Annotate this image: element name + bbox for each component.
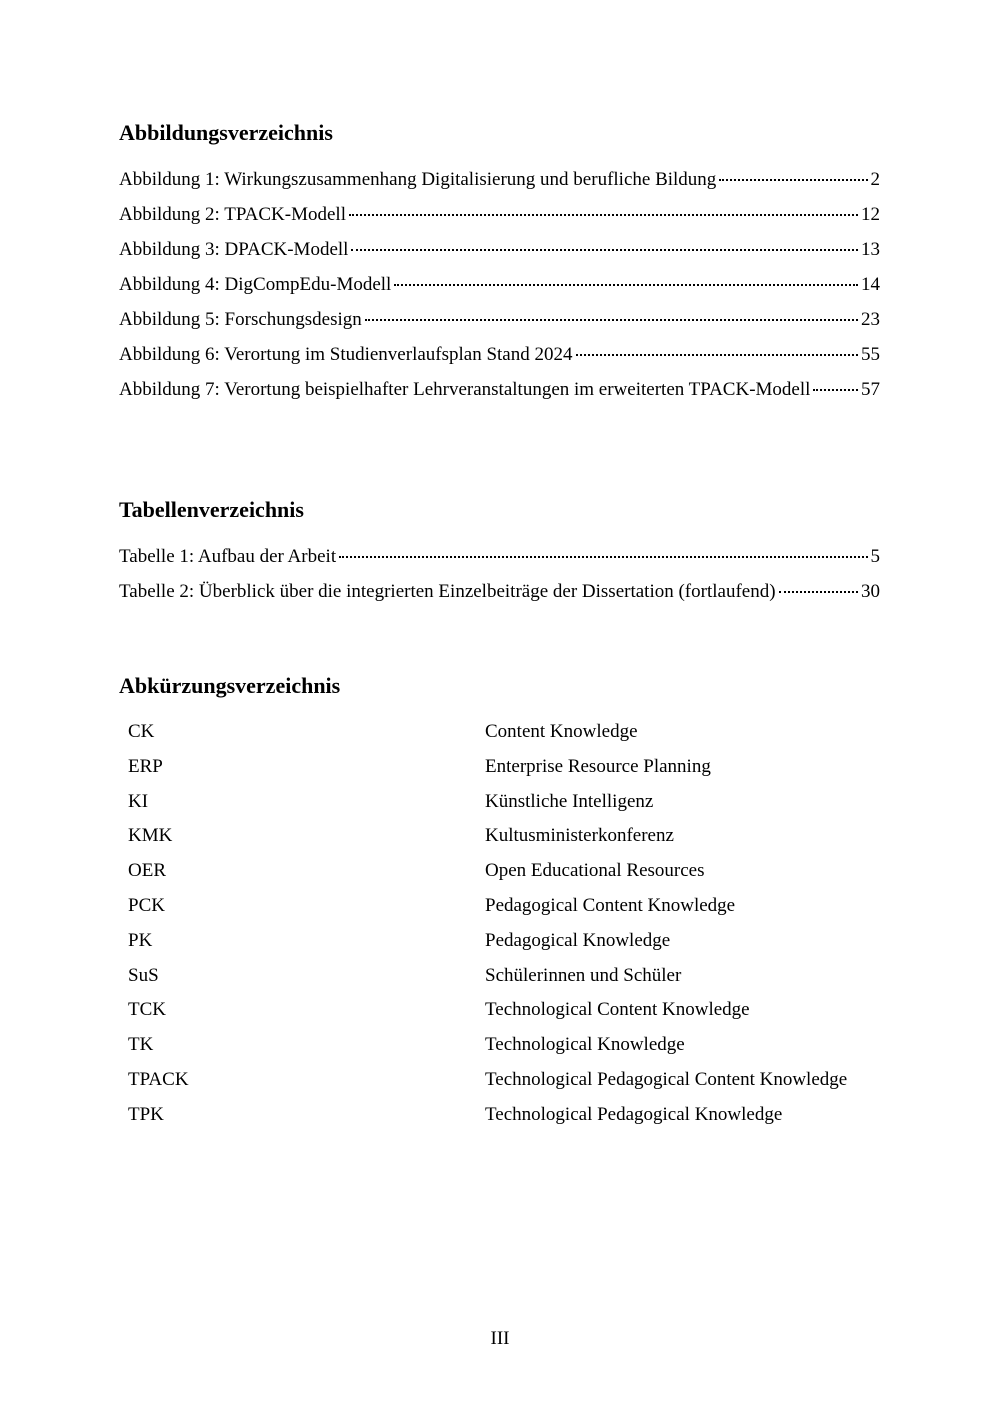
section-title: Tabellenverzeichnis — [119, 497, 304, 522]
entry-tail: 55 — [573, 337, 880, 372]
entry-tail: 2 — [716, 162, 880, 197]
abbreviation-row: KMK Kultusministerkonferenz — [119, 819, 880, 854]
abbreviation-row: PK Pedagogical Knowledge — [119, 924, 880, 959]
entry-label: Abbildung 3: DPACK-Modell — [119, 239, 349, 260]
dot-leader — [719, 179, 868, 181]
toc-entry: Abbildung 1: Wirkungszusammenhang Digita… — [119, 162, 880, 197]
abbreviation-row: KI Künstliche Intelligenz — [119, 785, 880, 820]
entry-page: 12 — [861, 204, 880, 225]
abbreviation-row: TPK Technological Pedagogical Knowledge — [119, 1098, 880, 1133]
abbreviation: KI — [128, 790, 149, 812]
abbreviation-row: TPACK Technological Pedagogical Content K… — [119, 1063, 880, 1098]
dot-leader — [351, 249, 858, 251]
abbreviation-meaning: Schülerinnen und Schüler — [485, 964, 682, 986]
dot-leader — [813, 389, 858, 391]
abbreviations-section: Abkürzungsverzeichnis CK Content Knowledg… — [119, 671, 880, 1133]
abbreviation-row: SuS Schülerinnen und Schüler — [119, 959, 880, 994]
entry-label: Abbildung 2: TPACK-Modell — [119, 204, 346, 225]
tables-section: Tabellenverzeichnis Tabelle 1: Aufbau de… — [119, 495, 880, 609]
entry-page: 30 — [861, 581, 880, 602]
abbreviation-row: TK Technological Knowledge — [119, 1028, 880, 1063]
entry-page: 13 — [861, 239, 880, 260]
entry-tail: 5 — [336, 539, 880, 574]
entry-label: Abbildung 1: Wirkungszusammenhang Digita… — [119, 169, 717, 190]
dot-leader — [575, 354, 858, 356]
abbreviation-meaning: Enterprise Resource Planning — [485, 755, 711, 777]
entry-page: 14 — [861, 274, 880, 295]
entry-tail: 14 — [391, 267, 880, 302]
abbreviation-meaning: Künstliche Intelligenz — [485, 790, 654, 812]
abbreviation: KMK — [128, 825, 173, 847]
entry-page: 55 — [861, 344, 880, 365]
toc-entry: Abbildung 2: TPACK-Modell 12 — [119, 197, 880, 232]
entry-page: 5 — [870, 546, 881, 567]
entry-label: Abbildung 7: Verortung beispielhafter Le… — [119, 379, 811, 400]
abbreviation-row: CK Content Knowledge — [119, 715, 880, 750]
section-title: Abkürzungsverzeichnis — [119, 673, 341, 698]
toc-entry: Tabelle 2: Überblick über die integriert… — [119, 574, 880, 609]
abbreviation: TPACK — [128, 1068, 189, 1090]
abbreviation-meaning: Pedagogical Knowledge — [485, 929, 671, 951]
dot-leader — [778, 591, 858, 593]
abbreviation-row: PCK Pedagogical Content Knowledge — [119, 889, 880, 924]
entry-page: 57 — [861, 379, 880, 400]
abbreviation-meaning: Open Educational Resources — [485, 860, 705, 882]
abbreviation-meaning: Technological Pedagogical Content Knowle… — [485, 1068, 848, 1090]
toc-entry: Abbildung 6: Verortung im Studienverlauf… — [119, 337, 880, 372]
abbreviation-meaning: Technological Pedagogical Knowledge — [485, 1103, 783, 1125]
toc-entry: Abbildung 4: DigCompEdu-Modell 14 — [119, 267, 880, 302]
abbreviation: TPK — [128, 1103, 164, 1125]
abbreviation-meaning: Kultusministerkonferenz — [485, 825, 674, 847]
figures-section: Abbildungsverzeichnis Abbildung 1: Wirku… — [119, 118, 880, 407]
entry-label: Abbildung 6: Verortung im Studienverlauf… — [119, 344, 573, 365]
entry-tail: 30 — [776, 574, 880, 609]
abbreviation: SuS — [128, 964, 159, 986]
section-title: Abbildungsverzeichnis — [119, 120, 333, 145]
abbreviation: ERP — [128, 755, 163, 777]
entry-page: 2 — [870, 169, 881, 190]
abbreviation-meaning: Content Knowledge — [485, 721, 638, 742]
dot-leader — [364, 319, 858, 321]
abbreviation-row: ERP Enterprise Resource Planning — [119, 750, 880, 785]
toc-entry: Abbildung 7: Verortung beispielhafter Le… — [119, 372, 880, 407]
entry-label: Tabelle 1: Aufbau der Arbeit — [119, 546, 337, 567]
toc-entry: Abbildung 5: Forschungsdesign 23 — [119, 302, 880, 337]
abbreviation-row: OER Open Educational Resources — [119, 854, 880, 889]
abbreviation-row: TCK Technological Content Knowledge — [119, 993, 880, 1028]
toc-entry: Abbildung 3: DPACK-Modell 13 — [119, 232, 880, 267]
abbreviation: TCK — [128, 999, 166, 1021]
entry-label: Abbildung 4: DigCompEdu-Modell — [119, 274, 392, 295]
abbreviation: PK — [128, 929, 153, 951]
entry-label: Abbildung 5: Forschungsdesign — [119, 309, 362, 330]
entry-label: Tabelle 2: Überblick über die integriert… — [119, 581, 776, 602]
page-number: III — [490, 1328, 510, 1349]
entry-tail: 23 — [362, 302, 880, 337]
toc-entry: Tabelle 1: Aufbau der Arbeit 5 — [119, 539, 880, 574]
entry-tail: 57 — [810, 372, 880, 407]
abbreviation-meaning: Pedagogical Content Knowledge — [485, 894, 736, 916]
entry-tail: 13 — [348, 232, 880, 267]
abbreviation-meaning: Technological Content Knowledge — [485, 999, 750, 1021]
abbreviation-meaning: Technological Knowledge — [485, 1034, 685, 1056]
dot-leader — [339, 556, 868, 558]
abbreviation: OER — [128, 860, 166, 882]
dot-leader — [348, 214, 858, 216]
abbreviation: CK — [128, 721, 155, 742]
abbreviation: TK — [128, 1034, 154, 1056]
dot-leader — [394, 284, 858, 286]
entry-page: 23 — [861, 309, 880, 330]
abbreviation: PCK — [128, 894, 165, 916]
entry-tail: 12 — [346, 197, 880, 232]
